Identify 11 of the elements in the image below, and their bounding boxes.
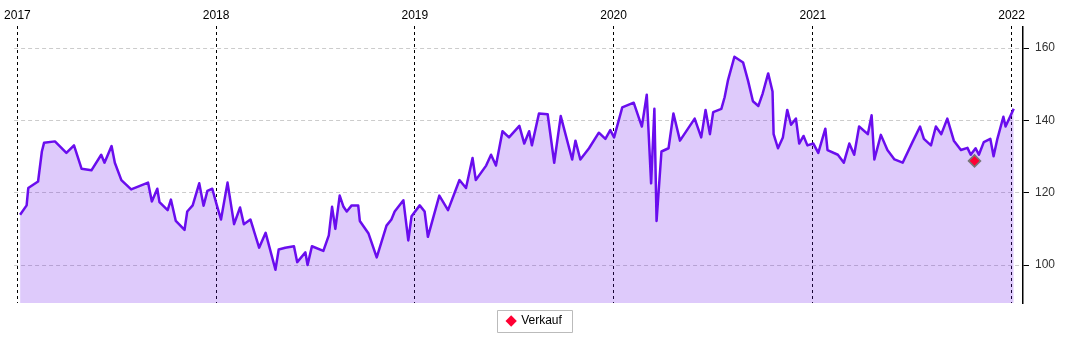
x-tick-label: 2019: [401, 7, 429, 22]
y-tick-label: 120: [1034, 185, 1056, 200]
x-tick-label: 2017: [4, 7, 32, 22]
y-tick-label: 140: [1034, 112, 1056, 127]
x-tick-label: 2022: [998, 7, 1026, 22]
legend-label: Verkauf: [521, 313, 563, 328]
x-tick-label: 2020: [600, 7, 628, 22]
y-tick-label: 160: [1034, 40, 1056, 55]
x-tick-label: 2018: [202, 7, 230, 22]
x-tick-label: 2021: [799, 7, 827, 22]
y-tick-label: 100: [1034, 257, 1056, 272]
